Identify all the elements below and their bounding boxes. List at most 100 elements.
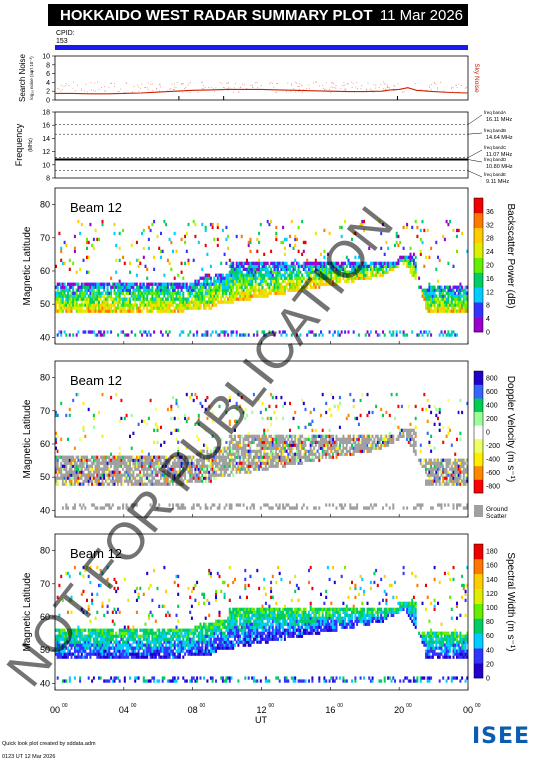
velocity-cell — [443, 503, 446, 507]
power-cell — [268, 273, 271, 277]
power-cell — [282, 264, 285, 268]
power-cell — [249, 282, 252, 286]
velocity-cell — [351, 443, 353, 447]
power-cell — [261, 273, 264, 277]
power-cell — [344, 219, 347, 224]
power-cell — [101, 306, 104, 310]
power-cell — [414, 255, 417, 259]
velocity-cell — [218, 464, 221, 468]
power-cell — [290, 219, 293, 224]
noise-dot — [402, 91, 403, 93]
velocity-cell — [118, 419, 121, 423]
velocity-cell — [197, 473, 200, 477]
velocity-cell — [123, 461, 126, 465]
velocity-cell — [227, 467, 230, 471]
velocity-cell — [142, 482, 145, 486]
power-cell — [77, 294, 80, 298]
power-cell — [337, 261, 340, 265]
velocity-cell — [199, 452, 202, 456]
power-cell — [166, 282, 169, 286]
power-cell — [382, 273, 384, 277]
velocity-cell — [423, 458, 426, 462]
power-cell — [153, 219, 156, 224]
power-cell — [67, 306, 69, 310]
velocity-cell — [457, 470, 460, 474]
power-cell — [127, 300, 130, 304]
velocity-cell — [445, 473, 448, 477]
power-cell — [282, 330, 285, 334]
velocity-cell — [251, 464, 254, 468]
power-cell — [204, 288, 207, 292]
power-cell — [287, 276, 290, 280]
velocity-cell — [115, 458, 118, 462]
velocity-cell — [409, 440, 412, 444]
power-cell — [196, 333, 199, 337]
power-cell — [113, 300, 116, 304]
power-cell — [77, 303, 80, 307]
power-cell — [294, 267, 297, 271]
noise-dot — [313, 82, 314, 84]
velocity-cell — [209, 452, 212, 456]
velocity-cell — [242, 461, 245, 465]
velocity-ytick-label: 40 — [40, 505, 50, 515]
velocity-cell — [228, 449, 231, 453]
velocity-cell — [237, 392, 240, 397]
velocity-cell — [246, 506, 248, 510]
velocity-cell — [110, 464, 113, 468]
power-cell — [306, 285, 309, 289]
velocity-cell — [175, 482, 178, 486]
power-cell — [345, 264, 348, 268]
power-cell — [445, 219, 448, 224]
velocity-cell — [67, 437, 69, 441]
power-cell — [106, 297, 109, 301]
power-cell — [154, 288, 157, 292]
velocity-cell — [452, 503, 455, 507]
power-cell — [321, 279, 324, 283]
velocity-cell — [199, 479, 202, 483]
power-cell — [156, 309, 159, 313]
power-cell — [289, 279, 291, 283]
power-cell — [129, 300, 131, 304]
power-cell — [230, 261, 233, 265]
power-cell — [325, 273, 328, 277]
noise-dot — [61, 89, 63, 90]
velocity-cell — [154, 470, 157, 474]
velocity-cell — [63, 479, 66, 483]
velocity-cell — [70, 476, 73, 480]
velocity-cell — [237, 434, 240, 438]
velocity-cell — [373, 446, 376, 450]
width-cells — [55, 565, 469, 683]
velocity-cell — [203, 449, 205, 453]
velocity-cell — [321, 437, 324, 441]
power-cell — [356, 261, 359, 265]
velocity-cell — [147, 473, 150, 477]
velocity-cell — [180, 470, 183, 474]
power-cell — [452, 303, 455, 307]
velocity-cell — [153, 476, 156, 480]
velocity-cell — [110, 470, 113, 474]
velocity-cell — [209, 449, 212, 453]
velocity-cell — [459, 464, 462, 468]
velocity-cell — [395, 392, 398, 397]
power-cell — [258, 273, 261, 277]
velocity-cell — [225, 449, 228, 453]
velocity-cell — [158, 470, 161, 474]
velocity-cell — [397, 404, 400, 409]
power-cell — [247, 264, 250, 268]
velocity-cell — [462, 461, 465, 465]
power-cell — [316, 273, 319, 277]
power-cell — [185, 285, 188, 289]
velocity-cell — [82, 461, 85, 465]
velocity-colorbar-segment — [474, 411, 483, 426]
velocity-cell — [178, 470, 181, 474]
velocity-cell — [297, 446, 300, 450]
velocity-cell — [351, 437, 353, 441]
velocity-cell — [345, 437, 348, 441]
velocity-cell — [156, 470, 159, 474]
power-cell — [344, 279, 347, 283]
power-cell — [234, 294, 236, 298]
power-cell — [180, 300, 183, 304]
velocity-cell — [172, 470, 174, 474]
velocity-cell — [141, 479, 143, 483]
power-cell — [457, 297, 460, 301]
